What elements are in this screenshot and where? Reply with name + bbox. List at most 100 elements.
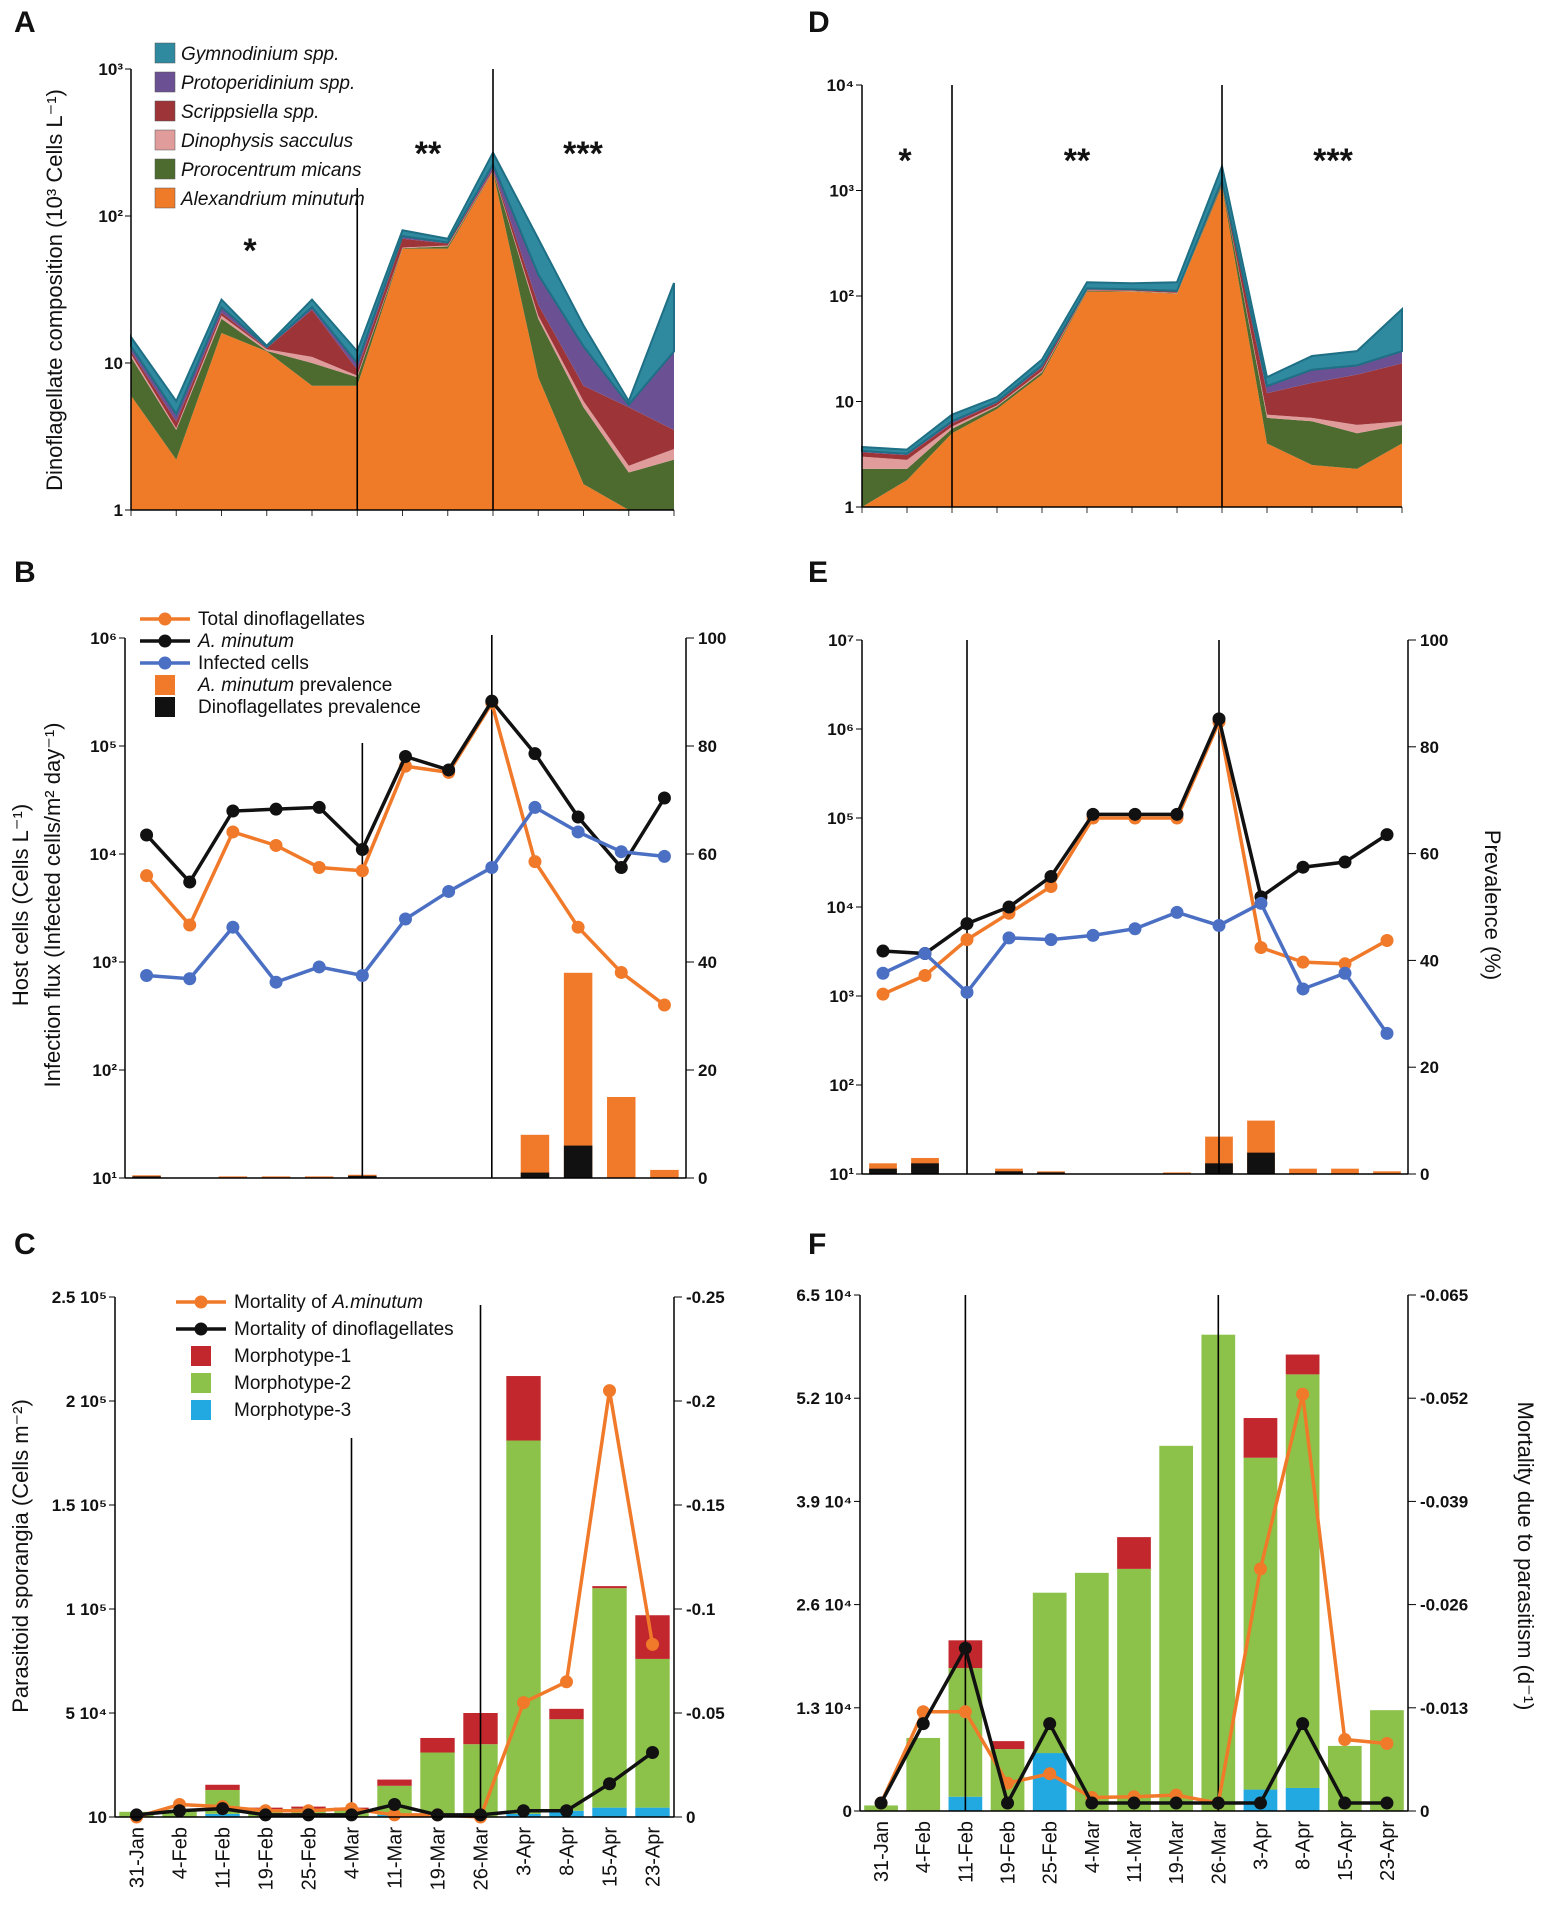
y2-tick-label: -0.026 bbox=[1420, 1596, 1468, 1615]
area-scrippsiella-spp- bbox=[131, 168, 674, 466]
bar-morphotype-1 bbox=[1285, 1354, 1320, 1375]
y-tick-label: 2 10⁵ bbox=[66, 1392, 107, 1411]
marker-total-dinoflagellates bbox=[1296, 955, 1310, 969]
marker-infected-cells bbox=[226, 920, 240, 934]
legend-label-part: Infected cells bbox=[198, 653, 309, 674]
y2-tick-label: 60 bbox=[698, 845, 717, 864]
x-category-label: 19-Mar bbox=[1166, 1821, 1188, 1885]
x-category-label: 15-Apr bbox=[600, 1827, 622, 1887]
marker-mortality-of-dinoflagellates bbox=[1085, 1796, 1099, 1810]
y-tick-label: 0 bbox=[843, 1802, 852, 1821]
y-tick-label: 10⁶ bbox=[90, 629, 117, 648]
y2-tick-label: -0.039 bbox=[1420, 1492, 1468, 1511]
x-category-label: 3-Apr bbox=[514, 1827, 536, 1876]
y-tick-label: 10² bbox=[829, 287, 854, 306]
legend-label-part: Mortality of dinoflagellates bbox=[234, 1319, 454, 1340]
marker-infected-cells bbox=[312, 960, 326, 974]
x-category-label: 31-Jan bbox=[871, 1821, 893, 1882]
marker-infected-cells bbox=[269, 975, 283, 989]
marker-mortality-of-dinoflagellates bbox=[1169, 1796, 1183, 1810]
y2-tick-label: -0.1 bbox=[686, 1600, 715, 1619]
bar-morphotype-1 bbox=[377, 1779, 412, 1786]
marker-infected-cells bbox=[1338, 966, 1352, 980]
y2-tick-label: 100 bbox=[1420, 631, 1448, 650]
y-tick-label: 1 bbox=[114, 501, 123, 520]
legend-label-part: Dinoflagellates prevalence bbox=[198, 697, 421, 718]
marker-infected-cells bbox=[614, 845, 628, 859]
marker-mortality-of-a-minutum bbox=[958, 1705, 972, 1719]
legend-swatch bbox=[154, 187, 176, 209]
bar-a-minutum-prevalence bbox=[1289, 1168, 1317, 1174]
area-prorocentrum-micans bbox=[862, 184, 1402, 507]
line-total-dinoflagellates bbox=[882, 716, 1388, 996]
legend-label: A. minutum prevalence bbox=[197, 675, 392, 696]
y-tick-label: 10 bbox=[835, 393, 854, 412]
legend-label-part: A. minutum bbox=[197, 631, 294, 652]
marker-mortality-of-dinoflagellates bbox=[474, 1808, 487, 1822]
marker-total-dinoflagellates bbox=[1254, 941, 1268, 955]
marker-a-minutum bbox=[1296, 860, 1310, 874]
marker-mortality-of-a-minutum bbox=[1338, 1733, 1352, 1747]
x-category-label: 26-Mar bbox=[1208, 1821, 1230, 1885]
legend-label: Mortality of dinoflagellates bbox=[234, 1319, 454, 1340]
panel-a-y-axis-label: Dinoflagellate composition (10³ Cells L⁻… bbox=[42, 89, 67, 491]
y2-tick-label: -0.052 bbox=[1420, 1389, 1468, 1408]
x-category-label: 8-Apr bbox=[1293, 1821, 1315, 1870]
marker-mortality-of-dinoflagellates bbox=[130, 1808, 143, 1822]
marker-a-minutum bbox=[1044, 870, 1058, 884]
area-alexandrium-minutum bbox=[131, 171, 674, 510]
marker-total-dinoflagellates bbox=[312, 860, 326, 874]
marker-mortality-of-dinoflagellates bbox=[259, 1808, 272, 1822]
legend-label-part: prevalence bbox=[294, 675, 392, 696]
bar-morphotype-2 bbox=[420, 1752, 455, 1817]
x-category-label: 11-Mar bbox=[1124, 1821, 1146, 1883]
legend-label-part: A.minutum bbox=[331, 1292, 423, 1313]
marker-mortality-of-dinoflagellates bbox=[560, 1804, 573, 1818]
bar-morphotype-1 bbox=[1243, 1418, 1278, 1458]
bar-dinoflagellates-prevalence bbox=[1037, 1172, 1065, 1174]
y2-tick-label: 0 bbox=[1420, 1802, 1429, 1821]
legend-swatch bbox=[191, 1400, 211, 1420]
y2-tick-label: -0.15 bbox=[686, 1496, 725, 1515]
marker-total-dinoflagellates bbox=[1338, 957, 1352, 971]
marker-mortality-of-dinoflagellates bbox=[1380, 1796, 1394, 1810]
marker-a-minutum bbox=[1338, 855, 1352, 869]
bar-morphotype-2 bbox=[592, 1588, 627, 1808]
legend-marker bbox=[194, 1322, 208, 1336]
period-annotation: * bbox=[243, 232, 257, 270]
marker-mortality-of-a-minutum bbox=[517, 1696, 530, 1710]
marker-total-dinoflagellates bbox=[528, 855, 542, 869]
y-tick-label: 1 10⁵ bbox=[66, 1600, 107, 1619]
x-category-label: 31-Jan bbox=[127, 1827, 149, 1888]
bar-morphotype-2 bbox=[549, 1719, 584, 1811]
y2-tick-label: 40 bbox=[698, 953, 717, 972]
legend-label: Scrippsiella spp. bbox=[181, 102, 319, 123]
bar-a-minutum-prevalence bbox=[304, 1176, 334, 1178]
legend-label-part: Mortality of bbox=[234, 1292, 332, 1313]
panel-b-y-axis-label-1: Host cells (Cells L⁻¹) bbox=[8, 804, 33, 1006]
bar-morphotype-1 bbox=[420, 1737, 455, 1753]
bar-morphotype-3 bbox=[592, 1807, 627, 1817]
legend-label: Morphotype-3 bbox=[234, 1400, 351, 1421]
legend-swatch bbox=[154, 42, 176, 64]
area-alexandrium-minutum bbox=[862, 186, 1402, 508]
panel-label-c: C bbox=[14, 1228, 36, 1261]
marker-mortality-of-dinoflagellates bbox=[1001, 1796, 1015, 1810]
marker-a-minutum bbox=[399, 749, 412, 763]
y-tick-label: 1.5 10⁵ bbox=[52, 1496, 107, 1515]
y-tick-label: 10¹ bbox=[92, 1169, 117, 1188]
panel-c: 10 5 10⁴ 1 10⁵ 1.5 10⁵ 2 10⁵ 2.5 10⁵ 0 -0.05 -0.… bbox=[52, 1288, 725, 1890]
line-total-dinoflagellates bbox=[145, 698, 666, 1007]
legend-label: Alexandrium minutum bbox=[180, 189, 365, 210]
y-tick-label: 10⁴ bbox=[90, 845, 117, 864]
marker-mortality-of-dinoflagellates bbox=[173, 1804, 186, 1818]
marker-infected-cells bbox=[1086, 928, 1100, 942]
y-tick-label: 3.9 10⁴ bbox=[796, 1492, 852, 1511]
bar-a-minutum-prevalence bbox=[1331, 1168, 1359, 1174]
legend-marker bbox=[158, 634, 172, 648]
bar-dinoflagellates-prevalence bbox=[869, 1168, 897, 1174]
y-tick-label: 5 10⁴ bbox=[66, 1704, 108, 1723]
x-category-label: 11-Feb bbox=[955, 1821, 977, 1883]
y2-tick-label: -0.2 bbox=[686, 1392, 715, 1411]
